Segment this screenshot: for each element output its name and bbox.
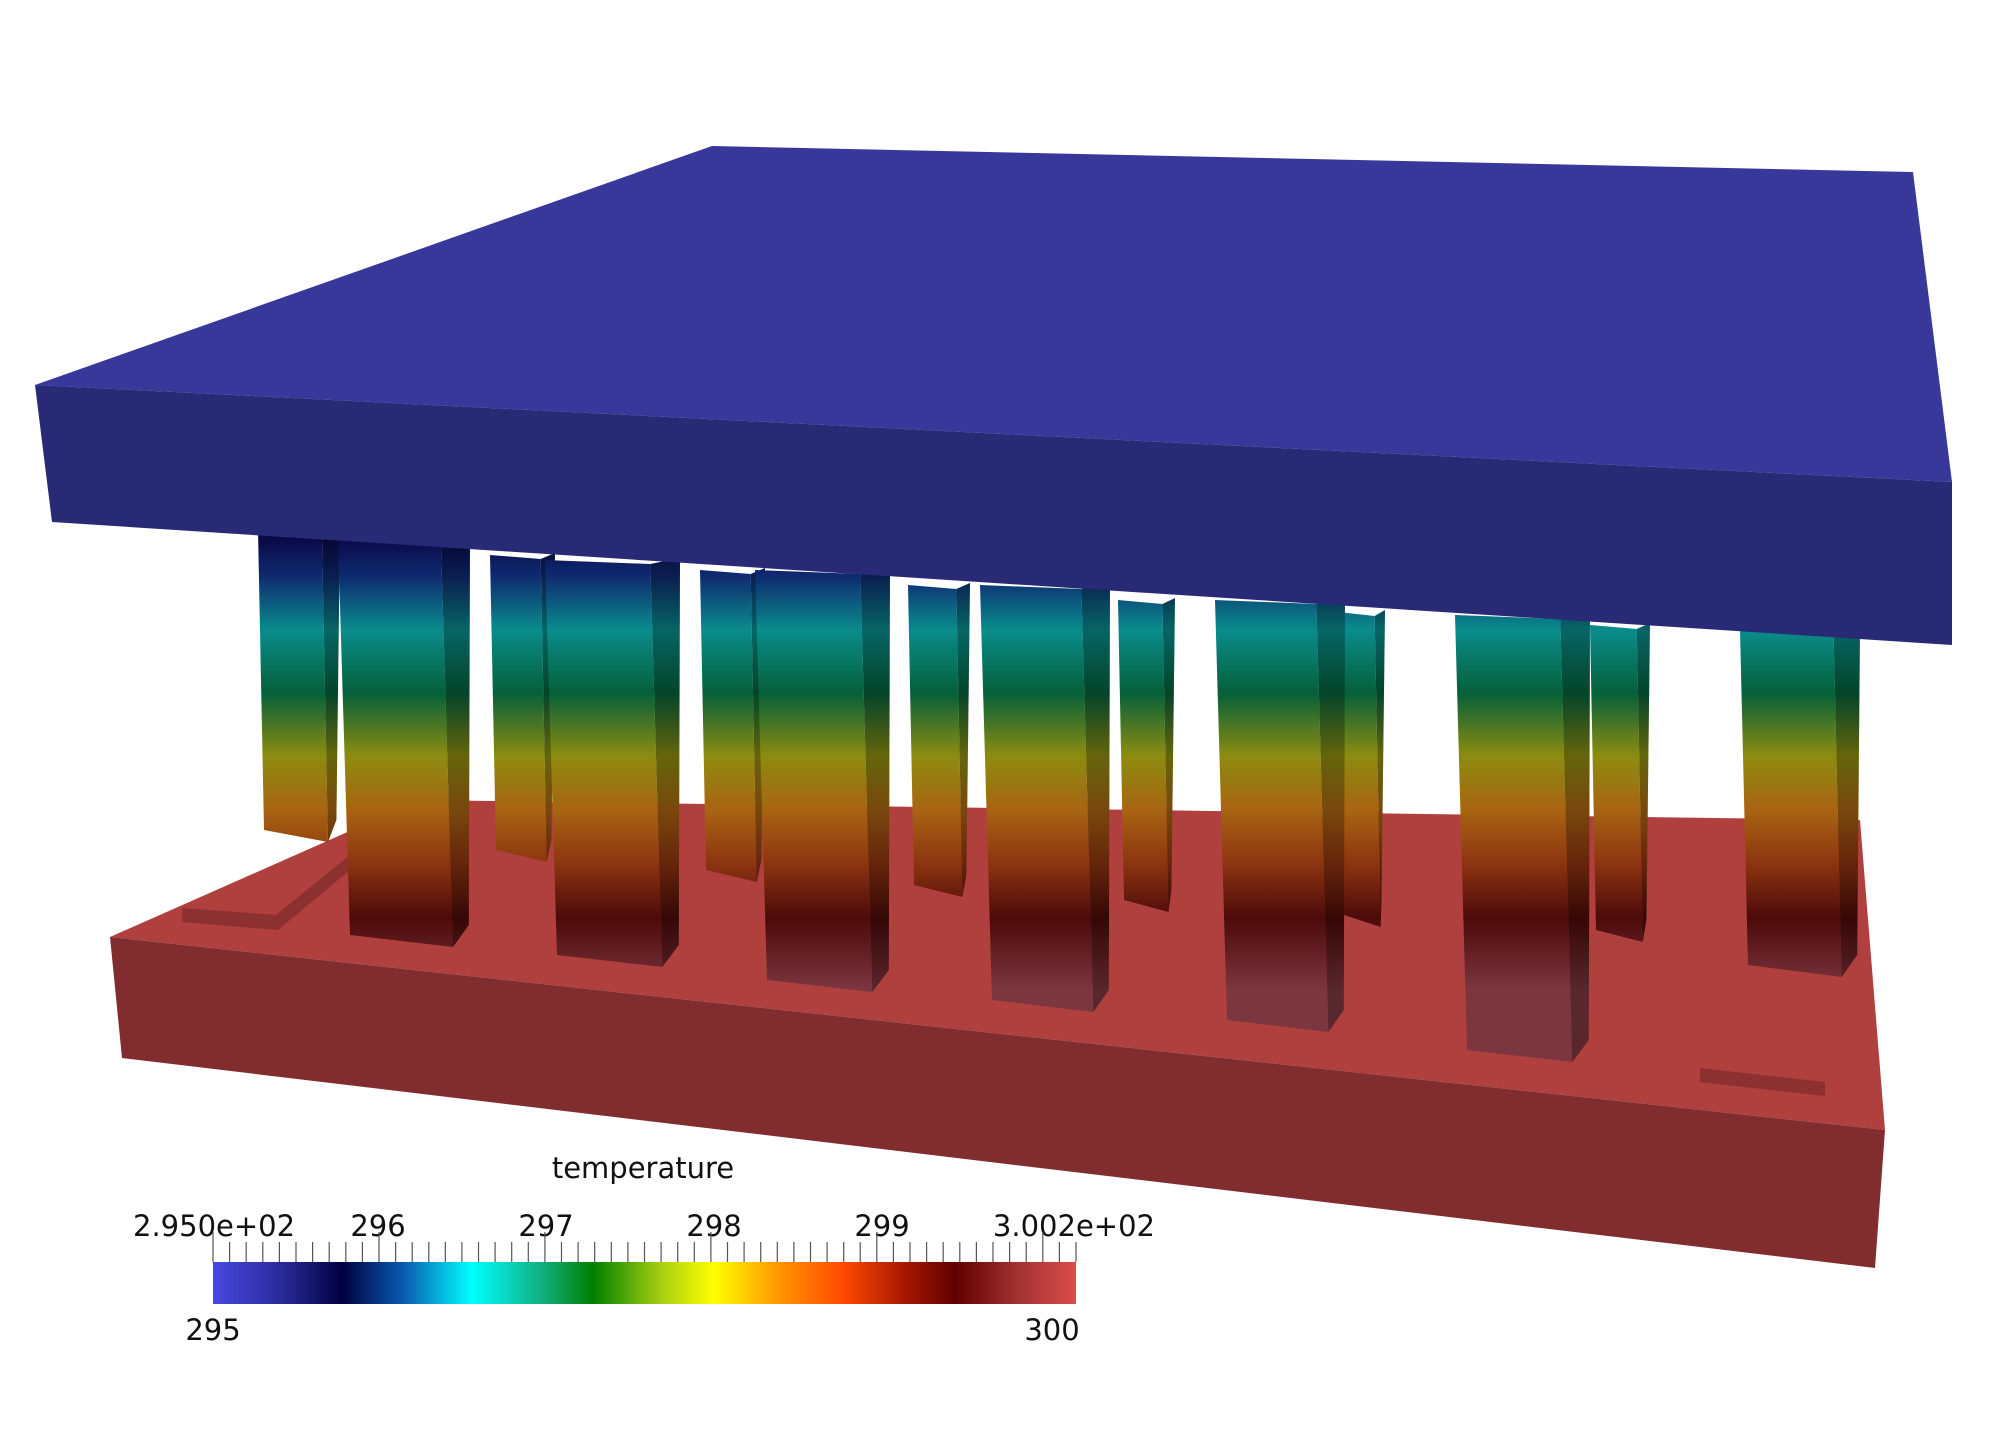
top-plate-front xyxy=(35,385,1952,645)
top-plate-top xyxy=(35,146,1952,482)
fin-side-shade xyxy=(321,528,340,842)
legend-range-max: 3.002e+02 xyxy=(993,1209,1155,1243)
fin-side xyxy=(650,558,680,967)
fin-side xyxy=(440,538,470,947)
fin-side xyxy=(860,568,890,992)
fin-side-shade xyxy=(1560,613,1590,1062)
fin xyxy=(545,558,680,967)
fin-side-shade xyxy=(1316,598,1345,1032)
base-slot-left xyxy=(182,855,350,930)
fin-side-shade xyxy=(650,558,680,967)
fin-face xyxy=(700,570,757,882)
fin-side xyxy=(1374,610,1385,927)
legend-ticks xyxy=(212,1232,1077,1262)
fin-face xyxy=(490,555,547,862)
color-legend: temperature 2.950e+02 296 297 298 299 3.… xyxy=(133,1151,1155,1347)
fin-side-shade xyxy=(1636,623,1650,942)
fin xyxy=(1740,628,1860,977)
top-plate xyxy=(35,146,1952,645)
fin-side-shade xyxy=(1374,610,1385,927)
fin xyxy=(1455,613,1590,1062)
fin-face xyxy=(1455,615,1573,1062)
fin xyxy=(1338,610,1385,927)
fin-face xyxy=(1740,630,1842,977)
legend-color-bar xyxy=(213,1262,1076,1304)
fin-side xyxy=(1081,583,1110,1012)
fin-side xyxy=(1560,613,1590,1062)
legend-title: temperature xyxy=(552,1151,734,1185)
fin-side xyxy=(1833,628,1860,977)
fin-face xyxy=(755,570,873,992)
fin-face xyxy=(545,560,663,967)
fin-side xyxy=(321,528,340,842)
base-plate-front xyxy=(110,937,1885,1268)
legend-range-min: 2.950e+02 xyxy=(133,1209,295,1243)
legend-max-label: 300 xyxy=(1024,1313,1079,1347)
fin xyxy=(338,538,470,947)
fin xyxy=(1118,598,1175,912)
legend-tick-label-296: 296 xyxy=(350,1209,405,1243)
fin xyxy=(908,583,970,897)
legend-tick-label-299: 299 xyxy=(854,1209,909,1243)
fin xyxy=(980,583,1110,1012)
legend-tick-label-298: 298 xyxy=(686,1209,741,1243)
fin xyxy=(1590,623,1650,942)
base-slot-right xyxy=(1700,1068,1825,1096)
fin-face xyxy=(980,585,1094,1012)
fin-side xyxy=(1636,623,1650,942)
fin-face xyxy=(258,530,328,842)
legend-min-label: 295 xyxy=(185,1313,240,1347)
legend-tick-label-297: 297 xyxy=(518,1209,573,1243)
fin xyxy=(1215,598,1345,1032)
fin-side-shade xyxy=(956,583,970,897)
fin-side-shade xyxy=(1833,628,1860,977)
fin-side-shade xyxy=(440,538,470,947)
fin-face xyxy=(1338,612,1381,927)
fin-face xyxy=(1590,625,1643,942)
fin-side xyxy=(1316,598,1345,1032)
fin-side-shade xyxy=(1162,598,1175,912)
fin-side-shade xyxy=(860,568,890,992)
fin-side xyxy=(956,583,970,897)
fin-face xyxy=(338,540,453,947)
fin xyxy=(755,568,890,992)
fin xyxy=(490,553,555,862)
fin-face xyxy=(908,585,963,897)
fin-face xyxy=(1215,600,1329,1032)
fin xyxy=(258,528,340,842)
heat-sink-fins xyxy=(258,528,1860,1062)
fin-side-shade xyxy=(1081,583,1110,1012)
fin-side xyxy=(1162,598,1175,912)
fin-face xyxy=(1118,600,1169,912)
fin xyxy=(700,568,765,882)
